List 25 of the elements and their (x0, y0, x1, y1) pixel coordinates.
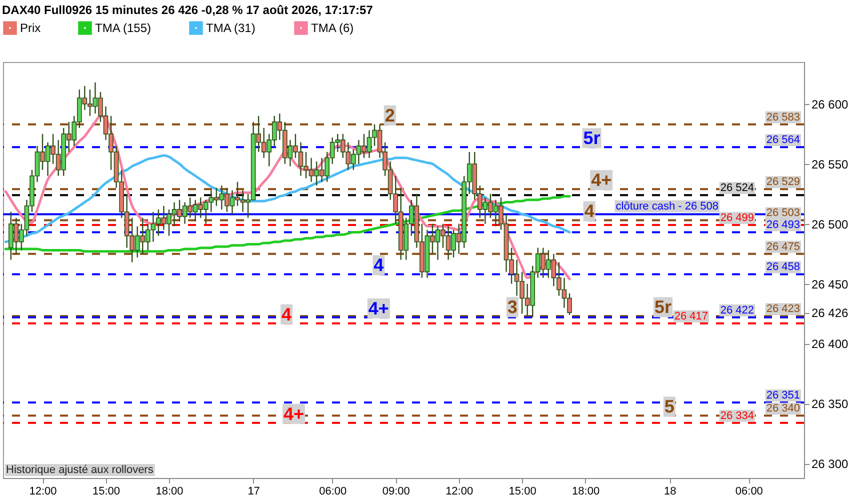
x-tick-label: 18:00 (572, 486, 600, 498)
x-tick-label: 18:00 (156, 486, 184, 498)
y-tick-label: 26 600 (812, 97, 849, 112)
y-tick-label: 26 500 (812, 217, 849, 232)
x-tick-label: 15:00 (92, 486, 120, 498)
legend-label: TMA (155) (95, 21, 152, 36)
x-tick-label: 06:00 (735, 486, 763, 498)
line-series (4, 195, 571, 253)
x-tick-label: 15:00 (508, 486, 536, 498)
x-tick-label: 18 (664, 486, 676, 498)
legend-label: TMA (6) (311, 21, 354, 36)
legend-label: Prix (20, 21, 41, 36)
y-tick-label: 26 300 (812, 457, 849, 472)
y-tick-label: 26 450 (812, 277, 849, 292)
y-tick-label: 26 550 (812, 157, 849, 172)
x-tick-label: 12:00 (29, 486, 57, 498)
x-tick-label: 09:00 (382, 486, 410, 498)
y-tick-label: 26 400 (812, 337, 849, 352)
legend-label: TMA (31) (206, 21, 256, 36)
y-tick-label: 26 350 (812, 397, 849, 412)
y-tick-label: 26 426 (812, 306, 849, 320)
x-tick-label: 17 (248, 486, 260, 498)
x-tick-label: 12:00 (446, 486, 474, 498)
x-tick-label: 06:00 (319, 486, 347, 498)
chart-title: DAX40 Full0926 15 minutes 26 426 -0,28 % 17 août 2026, 17:17:57 (2, 3, 374, 17)
